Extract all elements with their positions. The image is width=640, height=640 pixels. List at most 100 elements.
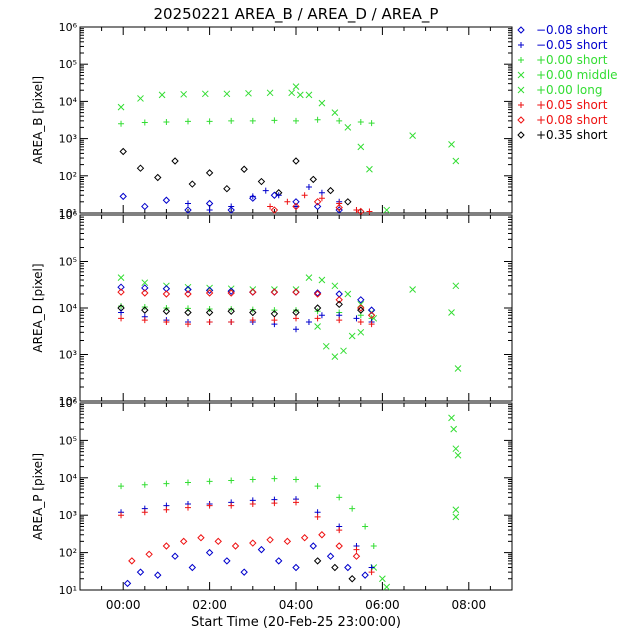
data-point <box>275 192 282 199</box>
data-point <box>357 296 365 304</box>
data-point <box>353 546 360 553</box>
data-point <box>240 568 248 576</box>
y-axis-label: AREA_P [pixel] <box>31 453 45 540</box>
data-point <box>228 203 235 210</box>
data-point <box>123 579 132 588</box>
data-point <box>383 206 391 214</box>
legend-item-p0-08-short: +0.08 short <box>517 113 608 127</box>
data-point <box>357 118 364 125</box>
data-point <box>454 451 462 459</box>
x-tick-label: 06:00 <box>365 598 400 612</box>
data-point <box>340 347 347 355</box>
data-point <box>270 191 279 199</box>
data-point <box>270 206 279 214</box>
series-m0-08-short <box>123 542 369 588</box>
legend-marker <box>517 116 525 124</box>
series-p0-05-short <box>267 192 373 215</box>
data-point <box>136 164 145 172</box>
data-point <box>197 534 205 542</box>
data-point <box>185 305 191 312</box>
data-point <box>117 288 125 296</box>
data-point <box>240 165 248 173</box>
data-point <box>184 308 192 317</box>
y-tick-label: 10⁵ <box>59 434 77 447</box>
data-point <box>383 583 391 591</box>
data-point <box>271 475 278 482</box>
data-point <box>292 202 300 211</box>
data-point <box>228 502 235 509</box>
data-point <box>357 328 365 336</box>
data-point <box>262 187 269 194</box>
data-point <box>300 534 309 542</box>
data-point <box>185 118 191 125</box>
data-point <box>257 177 266 186</box>
data-point <box>158 91 166 99</box>
data-point <box>141 289 149 297</box>
data-point <box>293 315 299 322</box>
data-point <box>450 425 458 433</box>
legend-marker <box>517 131 525 139</box>
data-point <box>249 194 257 202</box>
data-point <box>452 513 460 521</box>
y-tick-label: 10⁴ <box>59 95 78 108</box>
data-point <box>141 284 149 292</box>
data-point <box>357 306 365 314</box>
data-point <box>318 312 325 319</box>
data-point <box>379 575 386 583</box>
data-point <box>206 478 213 485</box>
data-point <box>117 103 125 111</box>
data-point <box>141 509 148 516</box>
panel-2: 10² 10³ 10⁴ 10⁵ 10⁶ AREA_D [pixel] <box>31 209 513 408</box>
y-tick-label: 10⁶ <box>59 21 78 34</box>
data-point <box>352 552 361 560</box>
data-point <box>368 321 375 328</box>
y-tick-label: 10⁴ <box>59 302 78 315</box>
y-tick-label: 10¹ <box>59 207 77 220</box>
data-point <box>357 207 365 216</box>
data-point <box>318 276 326 284</box>
series-p0-00-middle <box>370 564 391 591</box>
data-point <box>283 537 292 546</box>
data-point <box>353 207 360 214</box>
data-point <box>223 184 231 193</box>
data-point <box>162 307 171 315</box>
data-point <box>322 342 330 350</box>
data-point <box>249 308 257 317</box>
data-point <box>184 290 192 298</box>
series-p0-35-short <box>313 557 356 583</box>
data-point <box>141 481 148 488</box>
legend-label: +0.35 short <box>536 128 608 142</box>
x-axis: 00:00 02:00 04:00 06:00 08:00 <box>106 598 486 612</box>
series-p0-35-short <box>117 300 365 318</box>
data-point <box>292 157 300 165</box>
data-point <box>357 304 365 312</box>
data-point <box>309 542 317 550</box>
y-tick-label: 10² <box>59 395 77 408</box>
data-point <box>118 303 125 310</box>
data-point <box>331 563 339 572</box>
data-point <box>205 286 214 295</box>
series-p0-08-short <box>117 288 376 319</box>
data-point <box>301 192 308 199</box>
data-point <box>367 311 376 319</box>
data-point <box>336 494 343 501</box>
data-point <box>141 317 148 324</box>
data-point <box>228 477 235 484</box>
series-p0-00-long <box>448 414 462 521</box>
data-point <box>141 202 149 211</box>
data-point <box>185 479 191 486</box>
y-tick-label: 10⁵ <box>59 256 77 269</box>
data-point <box>336 317 343 324</box>
data-point <box>313 198 322 206</box>
legend-marker <box>517 86 525 94</box>
y-tick-label: 10⁶ <box>59 209 78 222</box>
data-point <box>223 90 231 98</box>
series-p0-08-short <box>270 198 365 216</box>
data-point <box>335 300 343 309</box>
data-point <box>336 200 343 207</box>
data-point <box>293 499 299 506</box>
data-point <box>162 290 171 298</box>
data-point <box>185 504 191 511</box>
data-point <box>245 89 252 97</box>
